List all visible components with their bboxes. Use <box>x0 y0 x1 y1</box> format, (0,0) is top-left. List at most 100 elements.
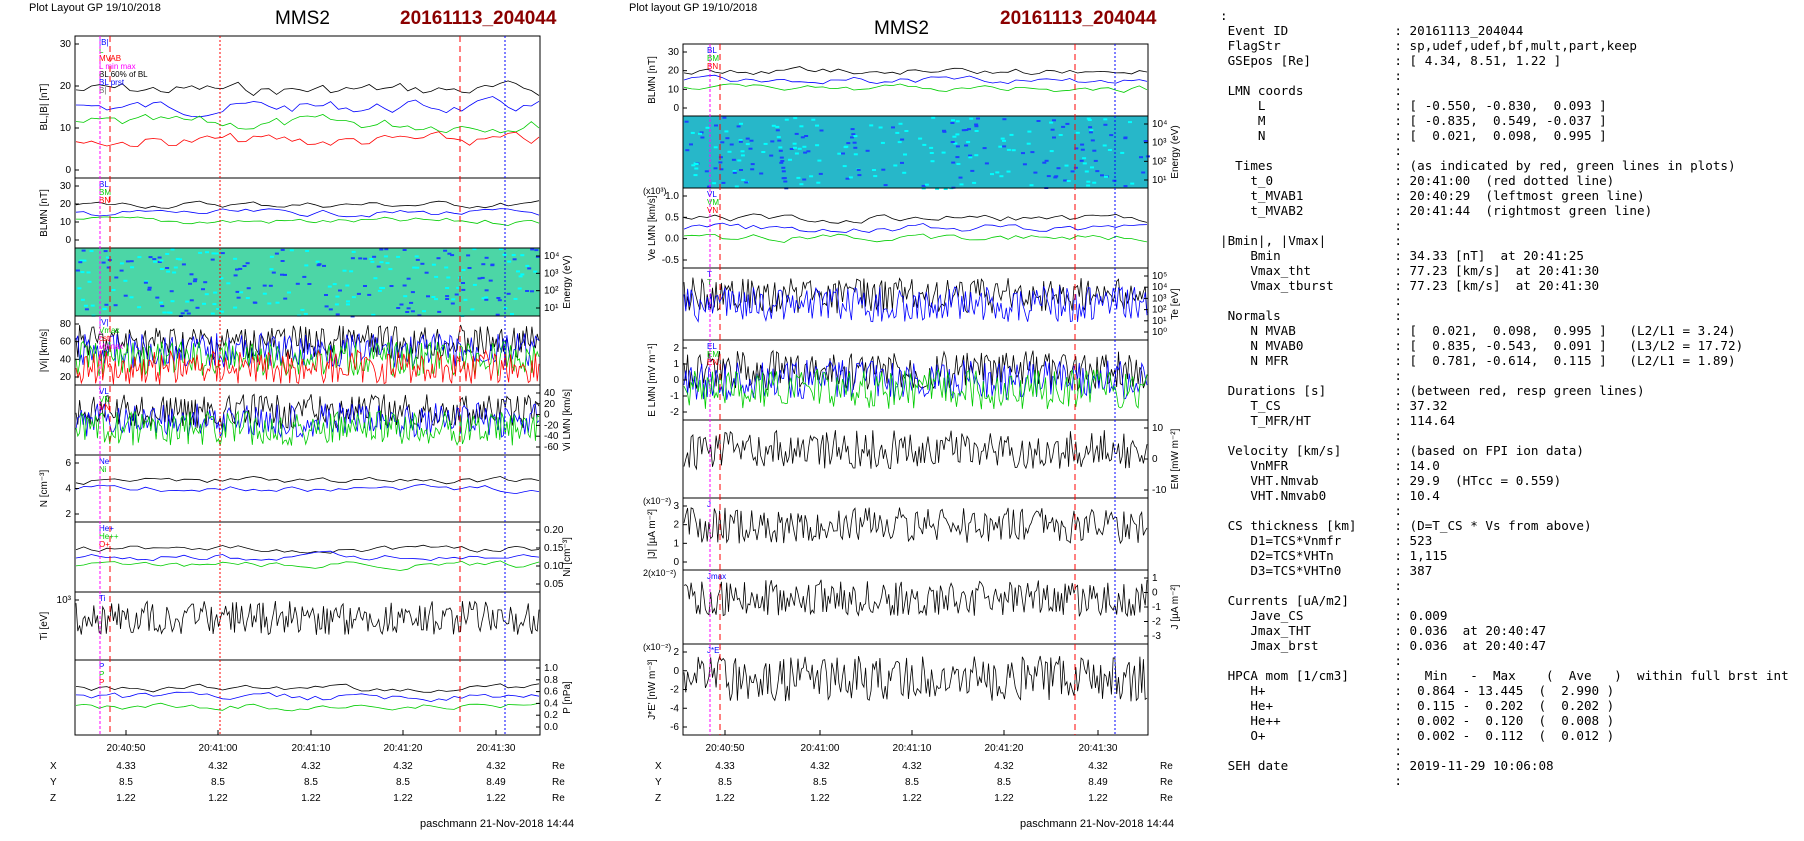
y-tick-label: 0.05 <box>544 579 564 590</box>
info-line: N MFR : [ 0.781, -0.614, 0.115 ] (L2/L1 … <box>1220 353 1736 368</box>
info-line: : <box>1220 428 1402 443</box>
spectrogram-cell <box>252 301 257 304</box>
spectrogram-cell <box>488 279 493 282</box>
legend-entry: J*E' <box>707 646 721 655</box>
spectrogram-cell <box>1080 148 1085 151</box>
spectrogram-cell <box>147 286 152 289</box>
spectrogram-cell <box>456 286 461 289</box>
spectrogram-cell <box>739 169 743 171</box>
spectrogram-cell <box>898 122 903 125</box>
pos-unit: Re <box>552 761 565 772</box>
spectrogram-cell <box>750 163 755 166</box>
spectrogram-cell <box>369 258 374 260</box>
spectrogram-cell <box>878 126 883 129</box>
spectrogram-cell <box>283 273 287 276</box>
spectrogram-cell <box>769 154 774 157</box>
spectrogram-cell <box>1082 157 1087 160</box>
series-line <box>683 359 1148 401</box>
left-header-small: Plot Layout GP 19/10/2018 <box>29 2 161 14</box>
spectrogram-cell <box>788 158 792 161</box>
y-tick-label: 2 <box>673 520 679 531</box>
spectrogram-cell <box>1063 179 1068 182</box>
spectrogram-cell <box>784 118 789 121</box>
spectrogram-cell <box>226 282 231 285</box>
info-line: FlagStr : sp,udef,udef,bf,mult,part,keep <box>1220 38 1638 53</box>
legend-entry: J <box>707 500 711 509</box>
spectrogram-cell <box>233 306 238 309</box>
spectrogram-cell <box>811 118 816 121</box>
spectrogram-cell <box>102 307 107 310</box>
spectrogram-cell <box>520 254 525 257</box>
panel-frame <box>682 339 1149 421</box>
spectrogram-cell <box>779 161 784 164</box>
legend-entry: L <box>99 46 104 55</box>
spectrogram-cell <box>370 260 375 263</box>
spectrogram-cell <box>216 308 221 310</box>
spectrogram-cell <box>968 154 973 157</box>
spectrogram-cell <box>1009 133 1014 136</box>
spectrogram-cell <box>816 181 821 184</box>
spectrogram-cell <box>316 264 321 267</box>
spectrogram-cell <box>379 261 384 264</box>
spectrogram-cell <box>704 170 709 173</box>
legend-entry: BN <box>99 196 110 205</box>
y-axis-label: BLMN [nT] <box>39 189 50 237</box>
spectrogram-cell <box>105 256 110 259</box>
spectrogram-cell <box>406 277 411 280</box>
spectrogram-cell <box>1093 159 1098 162</box>
series-line <box>75 483 540 495</box>
spectrogram-cell <box>955 120 960 123</box>
y-tick-label: 20 <box>60 372 72 383</box>
legend-entry: EM <box>707 350 719 359</box>
y-tick-label: 6 <box>65 458 71 469</box>
pos-value: 8.5 <box>813 777 827 788</box>
spectrogram-cell <box>412 266 417 269</box>
y-axis-label: Ve LMN [km/s] <box>647 195 658 260</box>
spectrogram-cell <box>802 145 807 148</box>
y-tick-label: 0.6 <box>544 687 558 698</box>
spectrogram-cell <box>782 177 787 180</box>
spectrogram-cell <box>415 266 420 269</box>
spectrogram-cell <box>379 248 384 251</box>
series-line <box>75 683 540 693</box>
spectrogram-cell <box>376 265 381 268</box>
spectrogram-cell <box>283 297 288 300</box>
info-line: |Bmin|, |Vmax| : <box>1220 233 1402 248</box>
spectrogram-cell <box>147 288 152 291</box>
spectrogram-cell <box>736 125 741 128</box>
y-tick-label: 0 <box>544 410 550 421</box>
spectrogram-cell <box>114 276 119 279</box>
spectrogram-cell <box>159 301 164 304</box>
spectrogram-cell <box>729 143 734 146</box>
pos-unit: Re <box>552 777 565 788</box>
spectrogram-cell <box>516 270 520 273</box>
spectrogram-cell <box>385 262 390 265</box>
info-line: H+ : 0.864 - 13.445 ( 2.990 ) <box>1220 683 1615 698</box>
spectrogram-cell <box>880 141 885 144</box>
spectrogram-cell <box>472 283 477 286</box>
y-tick-label: 0.0 <box>544 722 558 733</box>
spectrogram-cell <box>712 182 717 185</box>
spectrogram-cell <box>490 264 495 267</box>
spectrogram-cell <box>305 250 310 252</box>
spectrogram-cell <box>302 275 307 278</box>
pos-value: 4.32 <box>1088 761 1108 772</box>
spectrogram-cell <box>1074 147 1079 150</box>
spectrogram-cell <box>219 310 224 313</box>
spectrogram-cell <box>797 147 802 150</box>
spectrogram-cell <box>437 310 442 313</box>
info-line: Normals : <box>1220 308 1402 323</box>
pos-value: 1.22 <box>116 793 136 804</box>
spectrogram-cell <box>246 287 251 290</box>
info-line: : <box>1220 503 1402 518</box>
spectrogram-cell <box>851 133 856 136</box>
spectrogram-cell <box>172 271 177 274</box>
y-tick-label: 10¹ <box>544 303 559 314</box>
spectrogram-cell <box>185 300 190 303</box>
spectrogram-cell <box>799 183 804 186</box>
spectrogram-cell <box>793 146 797 149</box>
info-line: : <box>1220 653 1402 668</box>
spectrogram-cell <box>338 289 342 292</box>
legend-entry: He++ <box>99 532 119 541</box>
